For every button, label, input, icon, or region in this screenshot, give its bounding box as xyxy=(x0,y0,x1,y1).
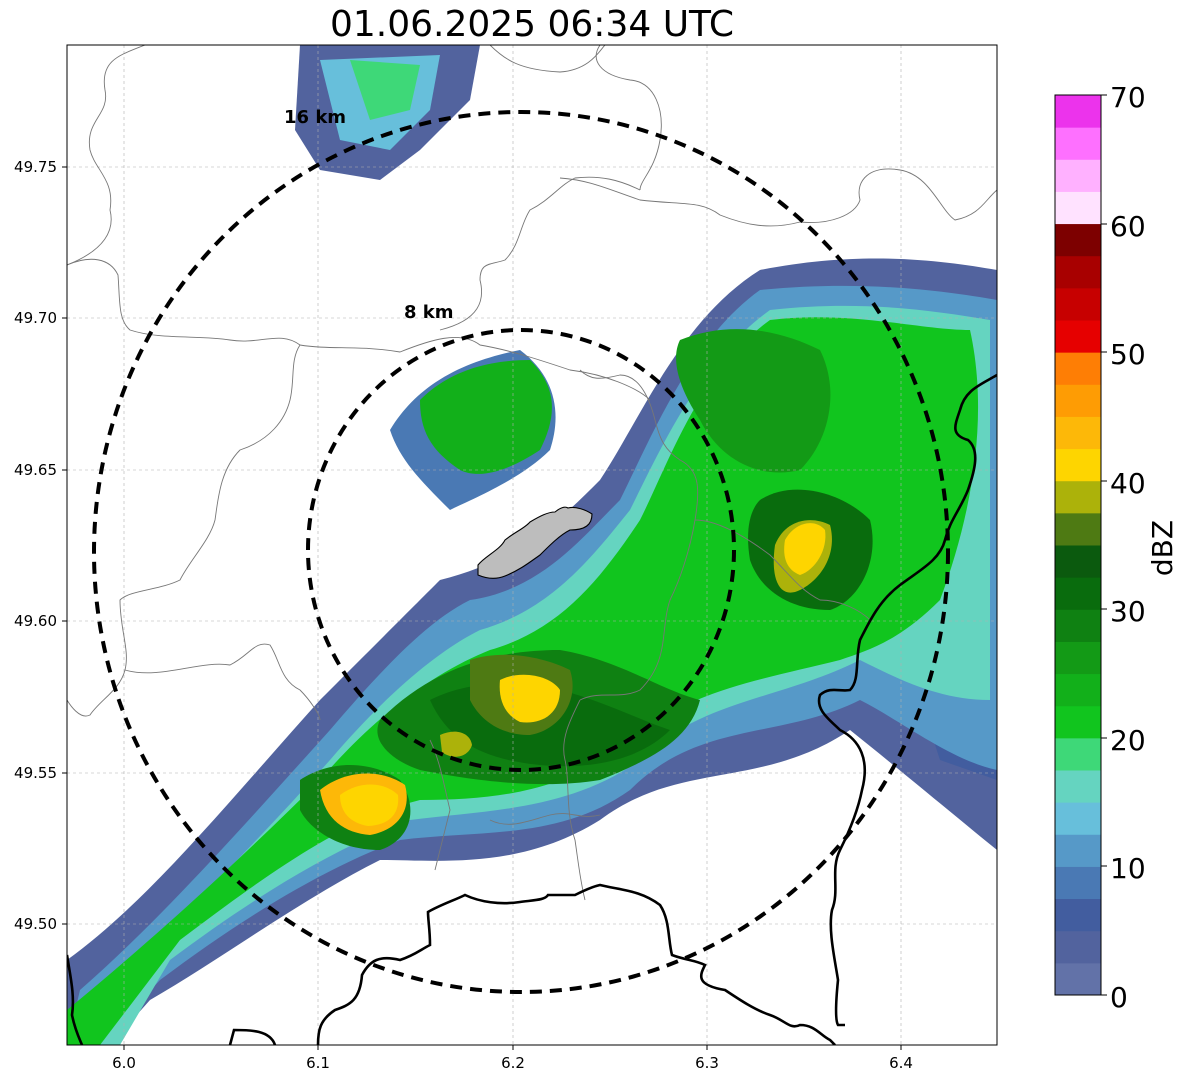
echo-olive-small xyxy=(440,731,472,757)
colorbar-segment xyxy=(1055,320,1101,353)
echo-yellow-south xyxy=(499,674,560,723)
lon-tick-label: 6.4 xyxy=(889,1054,913,1072)
lon-tick-label: 6.1 xyxy=(306,1054,330,1072)
colorbar-segment xyxy=(1055,352,1101,385)
echo-yellow-sw xyxy=(340,784,399,826)
colorbar-segment xyxy=(1055,127,1101,160)
colorbar-tick-label: 50 xyxy=(1110,338,1146,371)
colorbar-segment xyxy=(1055,223,1101,257)
range-ring-16km xyxy=(92,110,950,994)
colorbar-segment xyxy=(1055,898,1101,932)
colorbar-segment xyxy=(1055,95,1101,128)
reflectivity-echoes xyxy=(67,45,997,1045)
colorbar-frame xyxy=(1054,94,1102,996)
colorbar-segment xyxy=(1055,287,1101,321)
colorbar-ticks: 0 10 20 30 40 50 60 70 xyxy=(1110,81,1146,1014)
colorbar-tick-label: 0 xyxy=(1110,981,1128,1014)
colorbar-segment xyxy=(1055,673,1101,707)
colorbar-segment xyxy=(1055,705,1101,739)
colorbar-tick-label: 20 xyxy=(1110,724,1146,757)
colorbar-segment xyxy=(1055,512,1101,546)
lat-tick-label: 49.60 xyxy=(14,612,57,630)
national-borders xyxy=(67,373,997,1045)
colorbar-segment xyxy=(1055,384,1101,417)
city-outline xyxy=(477,506,593,579)
map-title: 01.06.2025 06:34 UTC xyxy=(329,4,735,45)
colorbar-tick-label: 10 xyxy=(1110,852,1146,885)
colorbar-segment xyxy=(1055,448,1101,482)
ring-label-8km: 8 km xyxy=(404,302,454,323)
colorbar-label: dBZ xyxy=(1146,520,1179,576)
colorbar-tick-label: 30 xyxy=(1110,595,1146,628)
echo-cell-west-green xyxy=(420,360,552,474)
lat-tick-label: 49.50 xyxy=(14,915,57,933)
colorbar-segment xyxy=(1055,834,1101,867)
colorbar-segment xyxy=(1055,802,1101,835)
colorbar-segment xyxy=(1055,416,1101,450)
colorbar-segment xyxy=(1055,545,1101,578)
colorbar-segment xyxy=(1055,480,1101,514)
range-ring-8km xyxy=(306,328,736,772)
colorbar-segment xyxy=(1055,866,1101,900)
lon-tick-label: 6.3 xyxy=(695,1054,719,1072)
colorbar-segment xyxy=(1055,770,1101,803)
colorbar-tick-label: 60 xyxy=(1110,210,1146,243)
municipal-boundaries xyxy=(67,45,997,901)
echo-yellow-east xyxy=(784,523,826,575)
lon-tick-label: 6.2 xyxy=(501,1054,525,1072)
colorbar-tick-marks xyxy=(1101,94,1107,996)
plot-frame xyxy=(66,44,998,1046)
colorbar-segment xyxy=(1055,191,1101,225)
echo-core-northeast xyxy=(676,329,831,473)
colorbar-segment xyxy=(1055,930,1101,964)
lat-tick-label: 49.70 xyxy=(14,309,57,327)
axis-tick-marks xyxy=(62,166,902,1050)
ring-label-16km: 16 km xyxy=(284,107,346,128)
colorbar-segment xyxy=(1055,609,1101,642)
colorbar xyxy=(1055,95,1101,996)
colorbar-segment xyxy=(1055,577,1101,610)
lat-tick-label: 49.65 xyxy=(14,461,57,479)
colorbar-segment xyxy=(1055,641,1101,675)
colorbar-segment xyxy=(1055,737,1101,771)
colorbar-segment xyxy=(1055,255,1101,289)
colorbar-tick-label: 70 xyxy=(1110,81,1146,114)
colorbar-tick-label: 40 xyxy=(1110,467,1146,500)
colorbar-segment xyxy=(1055,962,1101,996)
lat-tick-label: 49.75 xyxy=(14,158,57,176)
lon-tick-label: 6.0 xyxy=(112,1054,136,1072)
colorbar-segment xyxy=(1055,159,1101,192)
lat-tick-label: 49.55 xyxy=(14,764,57,782)
echo-north-green xyxy=(350,60,420,120)
